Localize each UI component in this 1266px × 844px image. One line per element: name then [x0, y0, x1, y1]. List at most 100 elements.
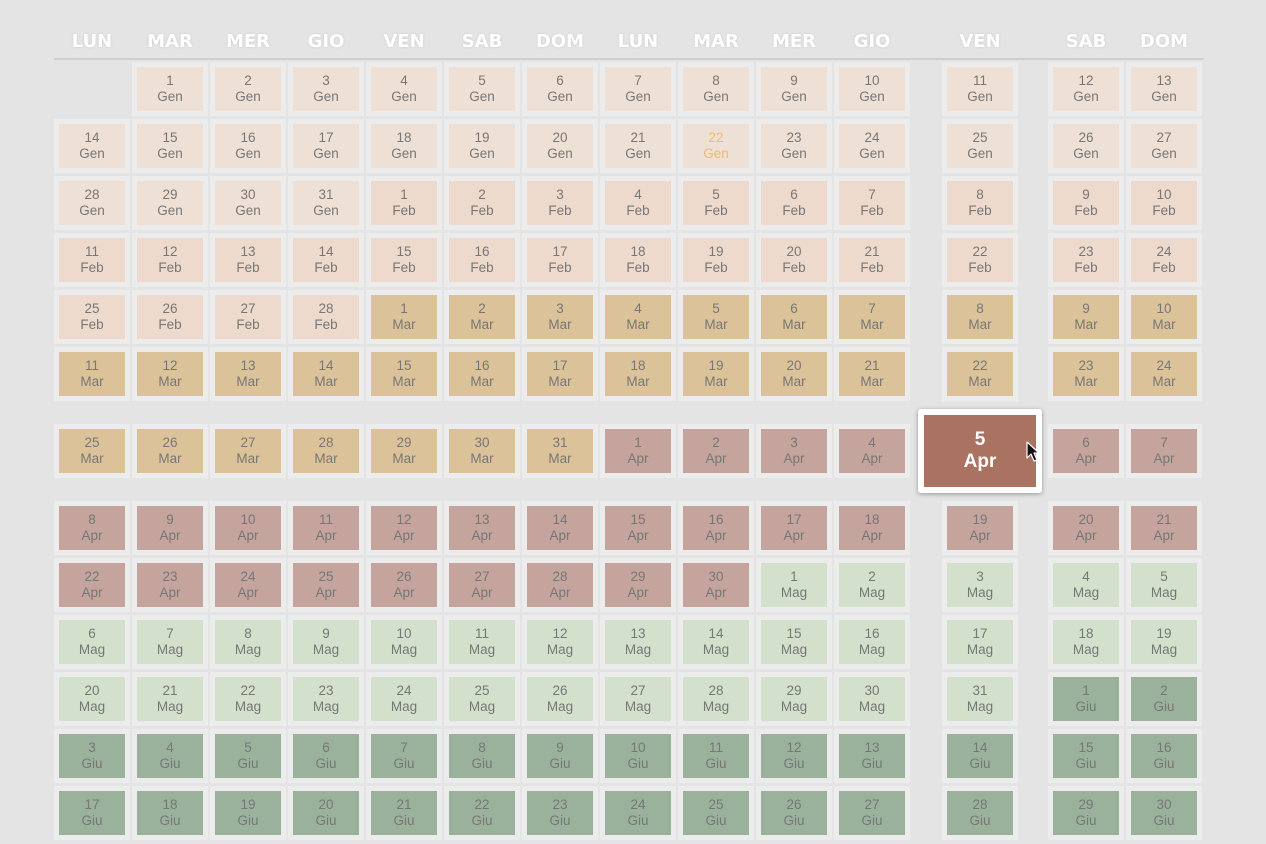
day-cell[interactable]: 26 Mag — [522, 672, 598, 726]
day-cell[interactable]: 12 Apr — [366, 501, 442, 555]
day-cell[interactable]: 23 Mag — [288, 672, 364, 726]
day-cell[interactable]: 11 Giu — [678, 729, 754, 783]
day-cell[interactable]: 25 Gen — [942, 119, 1018, 173]
day-cell[interactable]: 17 Mag — [942, 615, 1018, 669]
day-cell[interactable]: 10 Feb — [1126, 176, 1202, 230]
day-cell[interactable]: 26 Apr — [366, 558, 442, 612]
day-cell[interactable]: 19 Mag — [1126, 615, 1202, 669]
day-cell[interactable]: 30 Apr — [678, 558, 754, 612]
day-cell[interactable]: 6 Apr — [1048, 424, 1124, 478]
day-cell[interactable]: 30 Gen — [210, 176, 286, 230]
day-cell[interactable]: 11 Feb — [54, 233, 130, 287]
day-cell[interactable]: 2 Mar — [444, 290, 520, 344]
day-cell[interactable]: 24 Mag — [366, 672, 442, 726]
day-cell[interactable]: 23 Mar — [1048, 347, 1124, 401]
day-cell[interactable]: 3 Giu — [54, 729, 130, 783]
day-cell[interactable]: 20 Mag — [54, 672, 130, 726]
day-cell[interactable]: 1 Giu — [1048, 672, 1124, 726]
day-cell[interactable]: 26 Feb — [132, 290, 208, 344]
day-cell[interactable]: 14 Mar — [288, 347, 364, 401]
day-cell[interactable]: 29 Mar — [366, 424, 442, 478]
day-cell[interactable]: 30 Mar — [444, 424, 520, 478]
day-cell[interactable]: 2 Feb — [444, 176, 520, 230]
day-cell[interactable]: 9 Mar — [1048, 290, 1124, 344]
day-cell[interactable]: 23 Feb — [1048, 233, 1124, 287]
day-cell[interactable]: 5 Giu — [210, 729, 286, 783]
day-cell[interactable]: 4 Feb — [600, 176, 676, 230]
day-cell[interactable]: 13 Apr — [444, 501, 520, 555]
day-cell[interactable]: 22 Giu — [444, 786, 520, 840]
day-cell[interactable]: 26 Gen — [1048, 119, 1124, 173]
day-cell[interactable]: 10 Gen — [834, 62, 910, 116]
day-cell[interactable]: 7 Giu — [366, 729, 442, 783]
day-cell[interactable]: 19 Giu — [210, 786, 286, 840]
day-cell[interactable]: 28 Gen — [54, 176, 130, 230]
day-cell[interactable]: 27 Giu — [834, 786, 910, 840]
day-cell[interactable]: 27 Apr — [444, 558, 520, 612]
day-cell[interactable]: 15 Gen — [132, 119, 208, 173]
day-cell[interactable]: 5 Gen — [444, 62, 520, 116]
day-cell[interactable]: 10 Apr — [210, 501, 286, 555]
day-cell[interactable]: 18 Mag — [1048, 615, 1124, 669]
day-cell[interactable]: 30 Mag — [834, 672, 910, 726]
day-cell[interactable]: 22 Feb — [942, 233, 1018, 287]
day-cell[interactable]: 20 Giu — [288, 786, 364, 840]
day-cell[interactable]: 16 Mar — [444, 347, 520, 401]
day-cell[interactable]: 20 Feb — [756, 233, 832, 287]
day-cell[interactable]: 9 Gen — [756, 62, 832, 116]
day-cell[interactable]: 19 Apr — [942, 501, 1018, 555]
day-cell[interactable]: 23 Gen — [756, 119, 832, 173]
day-cell[interactable]: 7 Mag — [132, 615, 208, 669]
day-cell[interactable]: 11 Mag — [444, 615, 520, 669]
day-cell[interactable]: 27 Mar — [210, 424, 286, 478]
day-cell[interactable]: 8 Mag — [210, 615, 286, 669]
day-cell[interactable]: 8 Feb — [942, 176, 1018, 230]
day-cell[interactable]: 19 Feb — [678, 233, 754, 287]
selected-day-cell[interactable]: 5 Apr — [918, 409, 1042, 493]
day-cell[interactable]: 21 Mar — [834, 347, 910, 401]
day-cell[interactable]: 6 Mag — [54, 615, 130, 669]
day-cell[interactable]: 7 Gen — [600, 62, 676, 116]
day-cell[interactable]: 29 Giu — [1048, 786, 1124, 840]
day-cell[interactable]: 16 Gen — [210, 119, 286, 173]
day-cell[interactable]: 4 Apr — [834, 424, 910, 478]
day-cell[interactable]: 25 Mag — [444, 672, 520, 726]
day-cell[interactable]: 1 Feb — [366, 176, 442, 230]
day-cell[interactable]: 24 Apr — [210, 558, 286, 612]
day-cell[interactable]: 5 Mar — [678, 290, 754, 344]
day-cell[interactable]: 24 Mar — [1126, 347, 1202, 401]
day-cell[interactable]: 27 Gen — [1126, 119, 1202, 173]
day-cell[interactable]: 12 Mar — [132, 347, 208, 401]
day-cell[interactable]: 28 Feb — [288, 290, 364, 344]
day-cell[interactable]: 28 Apr — [522, 558, 598, 612]
day-cell[interactable]: 21 Giu — [366, 786, 442, 840]
day-cell[interactable]: 21 Apr — [1126, 501, 1202, 555]
day-cell[interactable]: 3 Mar — [522, 290, 598, 344]
day-cell[interactable]: 1 Apr — [600, 424, 676, 478]
day-cell[interactable]: 4 Mar — [600, 290, 676, 344]
day-cell[interactable]: 19 Gen — [444, 119, 520, 173]
day-cell[interactable]: 23 Giu — [522, 786, 598, 840]
day-cell[interactable]: 28 Mar — [288, 424, 364, 478]
day-cell[interactable]: 19 Mar — [678, 347, 754, 401]
day-cell[interactable]: 4 Giu — [132, 729, 208, 783]
day-cell[interactable]: 14 Mag — [678, 615, 754, 669]
day-cell[interactable]: 22 Mag — [210, 672, 286, 726]
day-cell[interactable]: 27 Feb — [210, 290, 286, 344]
day-cell[interactable]: 18 Feb — [600, 233, 676, 287]
day-cell[interactable]: 29 Apr — [600, 558, 676, 612]
day-cell[interactable]: 17 Apr — [756, 501, 832, 555]
day-cell[interactable]: 7 Feb — [834, 176, 910, 230]
today-day-cell[interactable]: 22 Gen — [678, 119, 754, 173]
day-cell[interactable]: 2 Mag — [834, 558, 910, 612]
day-cell[interactable]: 17 Feb — [522, 233, 598, 287]
day-cell[interactable]: 24 Giu — [600, 786, 676, 840]
day-cell[interactable]: 16 Mag — [834, 615, 910, 669]
day-cell[interactable]: 12 Giu — [756, 729, 832, 783]
day-cell[interactable]: 22 Mar — [942, 347, 1018, 401]
day-cell[interactable]: 13 Giu — [834, 729, 910, 783]
day-cell[interactable]: 24 Feb — [1126, 233, 1202, 287]
day-cell[interactable]: 25 Feb — [54, 290, 130, 344]
day-cell[interactable]: 14 Giu — [942, 729, 1018, 783]
day-cell[interactable]: 11 Gen — [942, 62, 1018, 116]
